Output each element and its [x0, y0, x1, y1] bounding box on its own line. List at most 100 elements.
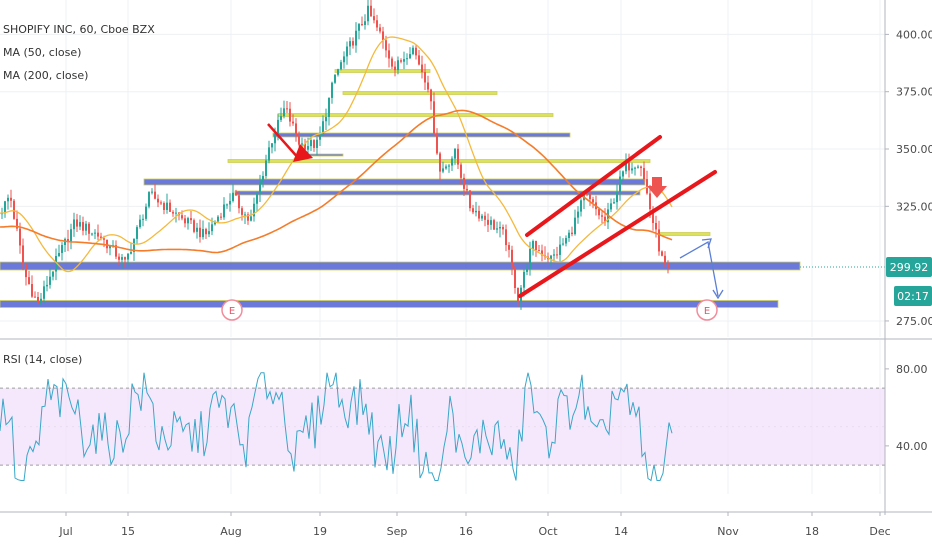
candle-body[interactable] — [463, 177, 465, 189]
candle-body[interactable] — [199, 227, 201, 238]
candle-body[interactable] — [508, 245, 510, 250]
price-zone[interactable] — [0, 261, 801, 271]
candle-body[interactable] — [211, 224, 213, 232]
candle-body[interactable] — [196, 227, 198, 232]
candle-body[interactable] — [277, 119, 279, 135]
candle-body[interactable] — [124, 257, 126, 260]
candle-body[interactable] — [523, 271, 525, 288]
candle-body[interactable] — [409, 54, 411, 59]
candle-body[interactable] — [145, 206, 147, 219]
candle-body[interactable] — [172, 211, 174, 214]
candle-body[interactable] — [322, 121, 324, 135]
candle-body[interactable] — [373, 16, 375, 21]
candle-body[interactable] — [316, 139, 318, 148]
candle-body[interactable] — [232, 192, 234, 201]
candle-body[interactable] — [28, 277, 30, 285]
candle-body[interactable] — [85, 223, 87, 231]
candle-body[interactable] — [157, 198, 159, 203]
candle-body[interactable] — [430, 89, 432, 102]
candle-body[interactable] — [364, 21, 366, 26]
candle-body[interactable] — [349, 41, 351, 47]
candle-body[interactable] — [391, 58, 393, 67]
candle-body[interactable] — [469, 190, 471, 209]
candle-body[interactable] — [94, 232, 96, 234]
candle-body[interactable] — [271, 143, 273, 148]
candle-body[interactable] — [151, 191, 153, 193]
candle-body[interactable] — [652, 209, 654, 223]
candle-body[interactable] — [43, 286, 45, 299]
candle-body[interactable] — [253, 203, 255, 217]
candle-body[interactable] — [181, 215, 183, 219]
candle-body[interactable] — [514, 266, 516, 289]
rsi-scale[interactable]: 80.00 40.00 — [885, 363, 928, 453]
candle-body[interactable] — [628, 162, 630, 171]
lower-trend-line[interactable] — [518, 170, 717, 298]
upper-trend-line[interactable] — [525, 135, 662, 237]
candle-body[interactable] — [163, 203, 165, 210]
candle-body[interactable] — [226, 204, 228, 206]
candle-body[interactable] — [502, 227, 504, 230]
candle-body[interactable] — [70, 229, 72, 243]
candle-body[interactable] — [358, 24, 360, 31]
candle-body[interactable] — [334, 74, 336, 83]
candle-body[interactable] — [475, 210, 477, 213]
earnings-marker[interactable] — [221, 299, 243, 321]
price-zone[interactable] — [342, 91, 498, 95]
candle-body[interactable] — [568, 232, 570, 239]
candle-body[interactable] — [76, 219, 78, 227]
candle-body[interactable] — [169, 202, 171, 212]
candle-body[interactable] — [256, 193, 258, 204]
candle-body[interactable] — [301, 143, 303, 145]
candle-body[interactable] — [19, 228, 21, 246]
candle-body[interactable] — [400, 60, 402, 62]
candle-body[interactable] — [418, 55, 420, 65]
red-arrow-shaft[interactable] — [267, 123, 301, 161]
candle-body[interactable] — [292, 121, 294, 124]
candle-body[interactable] — [451, 158, 453, 166]
price-zone[interactable] — [143, 178, 646, 186]
candle-body[interactable] — [640, 166, 642, 169]
candle-body[interactable] — [229, 200, 231, 205]
candle-body[interactable] — [88, 223, 90, 234]
price-zone[interactable] — [659, 232, 711, 236]
candle-body[interactable] — [403, 59, 405, 62]
candle-body[interactable] — [472, 208, 474, 213]
candle-body[interactable] — [274, 134, 276, 144]
candle-body[interactable] — [295, 123, 297, 136]
price-scale[interactable]: 400.00 375.00 350.00 325.00 275.00 — [885, 28, 932, 328]
candle-body[interactable] — [25, 264, 27, 278]
candle-body[interactable] — [553, 254, 555, 256]
candle-body[interactable] — [379, 27, 381, 32]
price-zone[interactable] — [272, 132, 571, 138]
candle-body[interactable] — [529, 248, 531, 269]
candle-body[interactable] — [361, 24, 363, 26]
candle-body[interactable] — [184, 218, 186, 224]
candle-body[interactable] — [535, 240, 537, 251]
candle-body[interactable] — [337, 69, 339, 75]
candle-body[interactable] — [574, 217, 576, 235]
candle-body[interactable] — [142, 218, 144, 220]
candle-body[interactable] — [97, 232, 99, 237]
candle-body[interactable] — [247, 214, 249, 221]
candle-body[interactable] — [634, 167, 636, 169]
candle-body[interactable] — [643, 168, 645, 180]
projection-path[interactable] — [679, 240, 719, 297]
candle-body[interactable] — [493, 220, 495, 230]
support-resistance-zones[interactable] — [0, 69, 885, 308]
candle-body[interactable] — [73, 219, 75, 230]
candle-body[interactable] — [352, 41, 354, 46]
legend-ma50[interactable]: MA (50, close) — [3, 46, 82, 59]
candle-body[interactable] — [148, 192, 150, 207]
candle-body[interactable] — [265, 160, 267, 176]
candle-body[interactable] — [385, 40, 387, 51]
legend-rsi[interactable]: RSI (14, close) — [3, 353, 83, 366]
candle-body[interactable] — [79, 222, 81, 227]
candle-body[interactable] — [586, 193, 588, 195]
candle-body[interactable] — [481, 215, 483, 219]
candle-body[interactable] — [31, 284, 33, 297]
candle-body[interactable] — [235, 192, 237, 196]
candle-body[interactable] — [445, 166, 447, 169]
candle-body[interactable] — [397, 60, 399, 71]
candle-body[interactable] — [592, 199, 594, 203]
candle-body[interactable] — [319, 134, 321, 140]
